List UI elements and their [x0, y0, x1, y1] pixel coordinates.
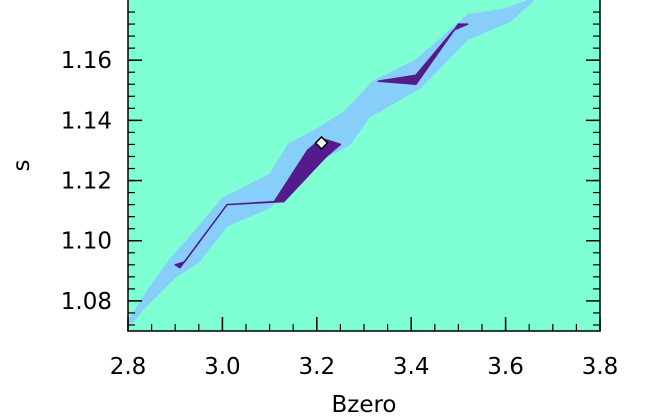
x-tick-label: 3.4 — [393, 354, 430, 380]
best-fit-marker — [314, 135, 329, 150]
x-tick-label: 3.2 — [299, 354, 336, 380]
x-axis-label: Bzero — [331, 392, 396, 418]
y-axis-label: s — [9, 160, 35, 172]
y-tick-label: 1.10 — [61, 229, 112, 255]
x-tick-label: 3.0 — [204, 354, 241, 380]
y-tick-label: 1.12 — [61, 169, 112, 195]
plot-area — [128, 0, 600, 331]
x-tick-label: 2.8 — [110, 354, 147, 380]
x-tick-label: 3.6 — [487, 354, 524, 380]
x-tick-label: 3.8 — [582, 354, 619, 380]
contour-level-inner-1 — [174, 137, 342, 269]
axes: 2.8 3.0 3.2 3.4 3.6 3.8 1.08 1.10 1.12 1.14 1.16 — [61, 0, 619, 380]
contour-background-level — [128, 0, 600, 331]
contour-level-inner-2 — [377, 23, 469, 86]
contour-level-outer — [128, 0, 535, 323]
y-tick-label: 1.16 — [61, 48, 112, 74]
y-tick-label: 1.08 — [61, 289, 112, 315]
y-tick-label: 1.14 — [61, 108, 112, 134]
